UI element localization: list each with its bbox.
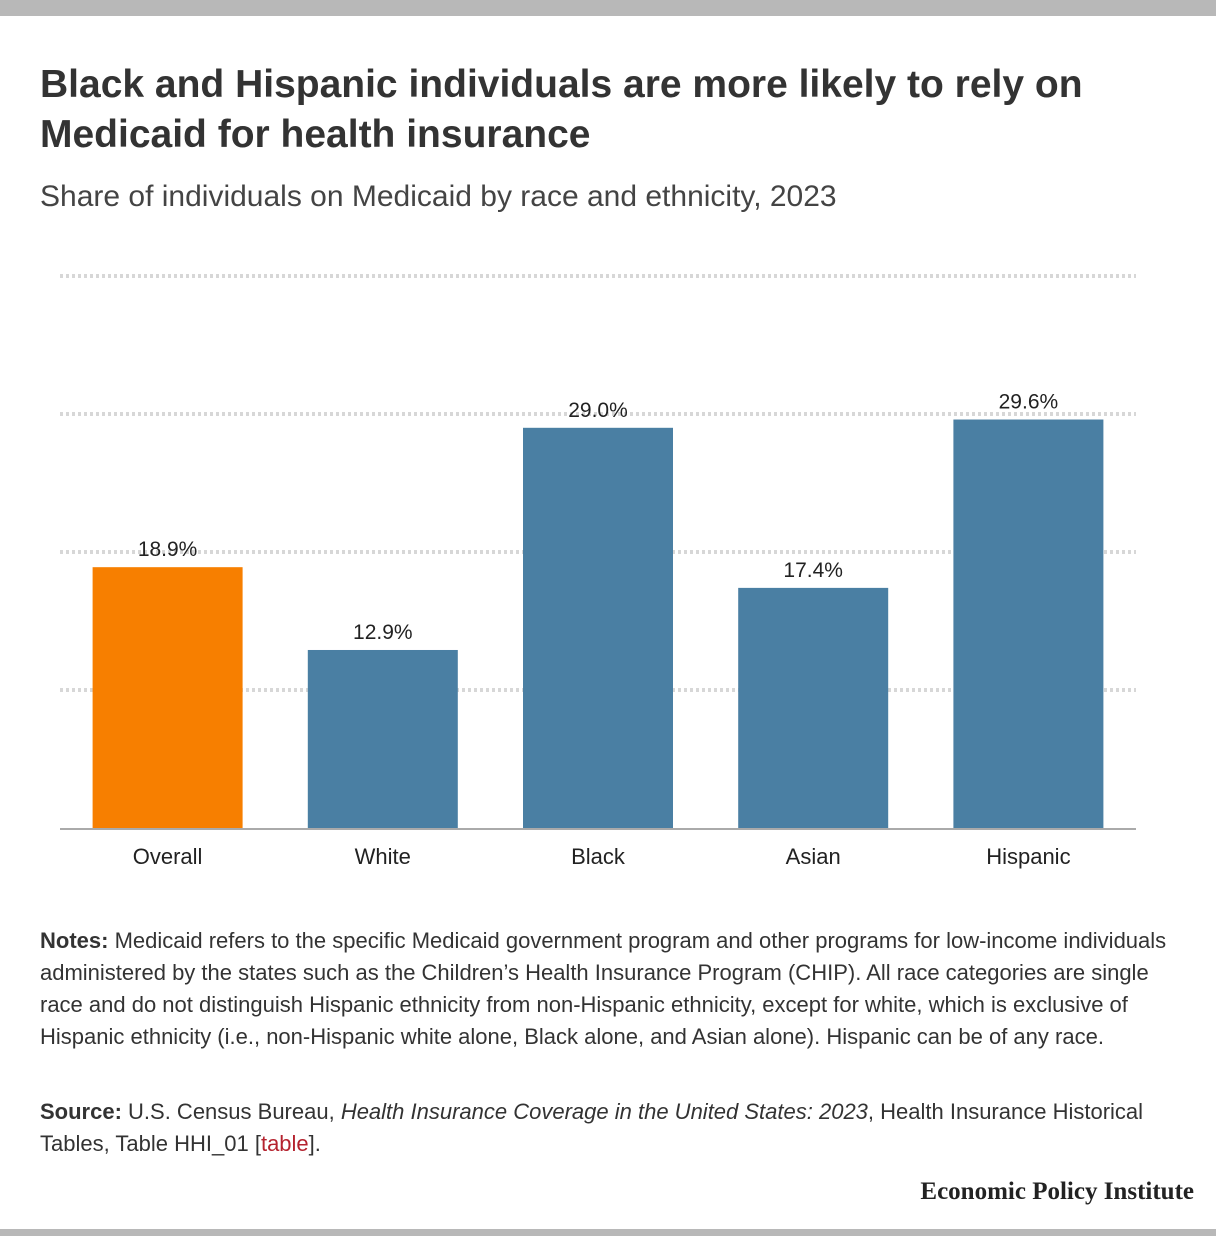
bar-asian [738, 587, 889, 828]
x-tick-label-asian: Asian [786, 844, 841, 869]
chart-title: Black and Hispanic individuals are more … [40, 63, 1083, 156]
bar-hispanic [953, 419, 1104, 828]
x-tick-label-black: Black [571, 844, 626, 869]
x-tick-label-hispanic: Hispanic [986, 844, 1070, 869]
bar-overall [92, 567, 243, 828]
notes-text: Notes: Medicaid refers to the specific M… [40, 925, 1190, 1053]
notes-body: Medicaid refers to the specific Medicaid… [40, 928, 1167, 1049]
source-text-after: , Health Insurance Historical Tables, Ta… [40, 1099, 1144, 1156]
data-label-white: 12.9% [353, 621, 413, 644]
chart-subtitle: Share of individuals on Medicaid by race… [40, 180, 837, 213]
bar-black [523, 427, 673, 828]
notes-label: Notes: [40, 928, 109, 953]
top-border-bar [0, 0, 1216, 16]
bar-chart: 18.9% Overall 12.9% White 29.0% Black 17.4% Asi… [60, 274, 1136, 869]
source-text: Source: U.S. Census Bureau, Health Insur… [40, 1096, 1190, 1160]
data-label-asian: 17.4% [783, 559, 843, 582]
data-label-black: 29.0% [568, 399, 628, 422]
epi-logo-text: Economic Policy Institute [920, 1178, 1194, 1205]
x-tick-label-white: White [355, 844, 411, 869]
source-label: Source: [40, 1099, 122, 1124]
bottom-border-bar [0, 1229, 1216, 1236]
source-table-link[interactable]: table [260, 1131, 309, 1156]
data-label-hispanic: 29.6% [999, 391, 1059, 414]
source-text-end: ]. [308, 1131, 321, 1156]
data-label-overall: 18.9% [138, 538, 198, 561]
source-report-title: Health Insurance Coverage in the United … [340, 1099, 868, 1124]
bar-white [307, 649, 458, 828]
x-tick-label-overall: Overall [133, 844, 203, 869]
source-text-before: U.S. Census Bureau, [121, 1099, 341, 1124]
